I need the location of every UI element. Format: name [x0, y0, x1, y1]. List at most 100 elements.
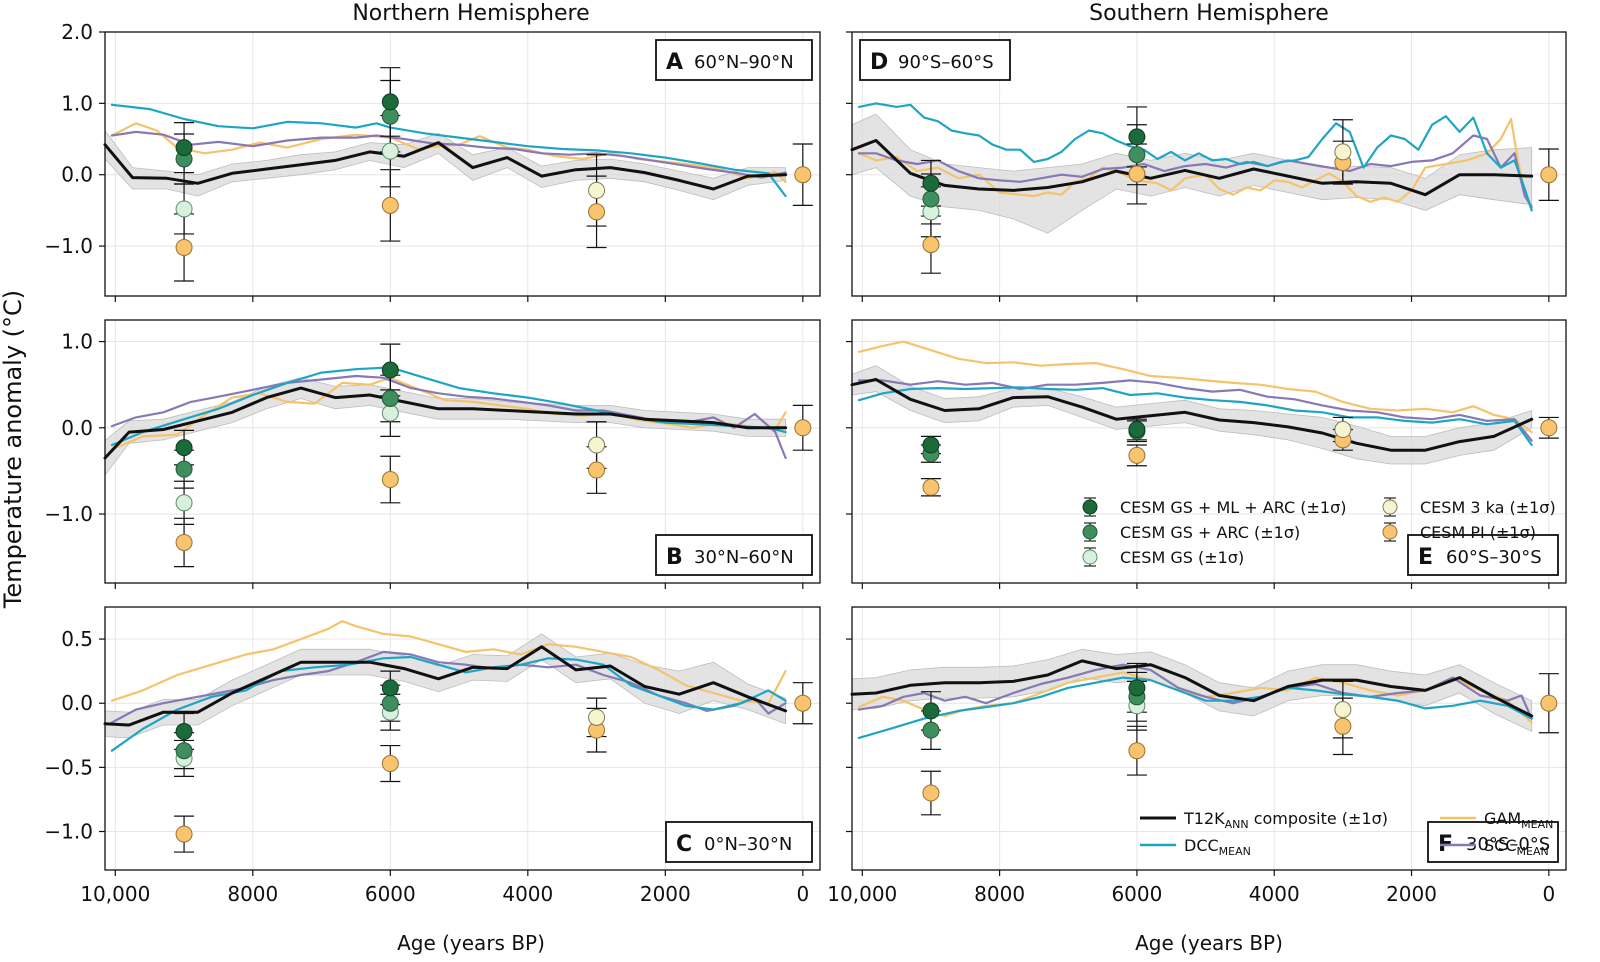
marker-pi: [1128, 165, 1146, 183]
panel-region-label: 60°N–90°N: [694, 52, 794, 73]
legend-label: GAMMEAN: [1484, 809, 1553, 831]
marker-pi: [794, 694, 812, 712]
composite-uncertainty-band: [104, 633, 786, 739]
marker-ml: [175, 722, 193, 740]
marker-ml: [381, 361, 399, 379]
legends: CESM GS + ML + ARC (±1σ) CESM GS + ARC (±…: [1082, 497, 1556, 858]
marker-gs: [175, 494, 193, 512]
panel-E: E 60°S–30°S: [846, 319, 1567, 589]
y-tick-label: 0.0: [61, 691, 93, 715]
marker-arc: [381, 389, 399, 407]
panel-A: 2.0 1.0 0.0 −1.0 A 60°N–90°N: [44, 20, 821, 302]
series-dcc-mean: [857, 386, 1533, 447]
legend-entry-gam: GAMMEAN: [1440, 809, 1553, 831]
marker-ka3: [1334, 421, 1352, 439]
panel-F: 10,000 8000 6000 4000 2000 0F 30°S–0°S: [827, 606, 1567, 906]
panel-letter: E: [1418, 545, 1433, 570]
y-tick-label: 0.5: [61, 627, 93, 651]
legend-label: CESM GS (±1σ): [1120, 548, 1244, 567]
series-t12k-composite: [103, 141, 788, 191]
y-tick-label: −1.0: [44, 234, 93, 258]
series-dcc-mean: [110, 655, 787, 752]
marker-pi: [175, 533, 193, 551]
series-dcc-mean: [857, 676, 1533, 740]
series-t12k-composite: [850, 659, 1534, 718]
panel-region-label: 30°N–60°N: [694, 547, 794, 568]
marker-pi: [1334, 717, 1352, 735]
marker-ml: [1128, 128, 1146, 146]
marker-ml: [922, 436, 940, 454]
x-tick-label: 10,000: [80, 882, 150, 906]
x-tick-label: 2000: [640, 882, 691, 906]
legend-label-subscript: MEAN: [1517, 845, 1549, 858]
series-dcc-mean: [110, 103, 787, 198]
y-tick-label: −1.0: [44, 502, 93, 526]
marker-pi: [1540, 694, 1558, 712]
composite-uncertainty-band: [104, 377, 786, 477]
legend-label-subscript: MEAN: [1521, 818, 1553, 831]
x-tick-label: 4000: [502, 882, 553, 906]
series-dcc-mean: [110, 366, 787, 447]
marker-gs: [381, 404, 399, 422]
marker-pi: [1128, 446, 1146, 464]
panel-C: 0.5 0.0 −0.5 −1.0 10,000 8000 6000 4000 2000 0 C 0°…: [44, 606, 821, 906]
x-tick-label: 4000: [1249, 882, 1300, 906]
panel-region-label: 30°S–0°S: [1466, 834, 1550, 855]
panel-frame: [104, 31, 821, 297]
panel-region-label: 90°S–60°S: [898, 52, 994, 73]
series-gam-mean: [857, 340, 1533, 434]
x-tick-label: 8000: [227, 882, 278, 906]
marker-pi: [175, 238, 193, 256]
marker-pi: [588, 203, 606, 221]
panel-label-box: [1427, 821, 1559, 863]
panel-region-label: 0°N–30°N: [704, 834, 792, 855]
legend-label-main: DCC: [1184, 836, 1219, 855]
x-tick-label: 2000: [1386, 882, 1437, 906]
series-scc-mean: [857, 379, 1533, 442]
panel-frame: [851, 31, 1567, 297]
series-t12k-composite: [850, 139, 1534, 197]
composite-uncertainty-band: [851, 648, 1533, 733]
legend-entry-dcc: DCCMEAN: [1140, 836, 1251, 858]
y-axis-label: Temperature anomaly (°C): [0, 290, 27, 609]
series-scc-mean: [110, 130, 787, 179]
legend-label: T12KANN composite (±1σ): [1183, 809, 1388, 831]
legend-label: SCCMEAN: [1484, 836, 1549, 858]
legend-label: CESM GS + ARC (±1σ): [1120, 523, 1300, 542]
legend-entry-composite: T12KANN composite (±1σ): [1140, 809, 1388, 831]
series-dcc-mean: [857, 102, 1533, 212]
legend-marker: [1082, 524, 1098, 540]
marker-pi: [794, 166, 812, 184]
marker-ml: [175, 439, 193, 457]
marker-ml: [1128, 421, 1146, 439]
marker-ml: [381, 679, 399, 697]
panel-label-box: [655, 39, 813, 81]
x-tick-label: 0: [1542, 882, 1555, 906]
marker-gs: [381, 142, 399, 160]
series-scc-mean: [857, 134, 1533, 208]
marker-pi: [381, 471, 399, 489]
legend-entry-ml: CESM GS + ML + ARC (±1σ): [1082, 497, 1347, 517]
series-t12k-composite: [103, 386, 788, 460]
panel-letter: C: [676, 832, 692, 857]
legend-marker: [1082, 499, 1098, 515]
marker-ka3: [588, 181, 606, 199]
x-axis-label-left: Age (years BP): [397, 931, 545, 955]
marker-pi: [381, 196, 399, 214]
panel-frame: [851, 606, 1567, 871]
y-tick-label: −0.5: [44, 755, 93, 779]
marker-pi: [794, 419, 812, 437]
x-tick-label: 8000: [974, 882, 1025, 906]
legend-label-main: SCC: [1484, 836, 1517, 855]
legend-label-main: T12K: [1183, 809, 1225, 828]
marker-arc: [381, 107, 399, 125]
legend-entry-gs: CESM GS (±1σ): [1082, 547, 1244, 567]
panel-label-box: [655, 534, 813, 576]
marker-pi: [922, 478, 940, 496]
marker-arc: [175, 460, 193, 478]
marker-pi: [1540, 419, 1558, 437]
series-scc-mean: [110, 374, 787, 460]
x-tick-label: 6000: [365, 882, 416, 906]
